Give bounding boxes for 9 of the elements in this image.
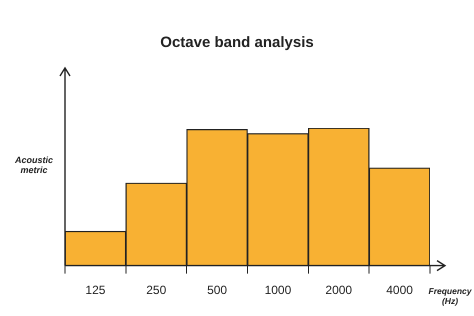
x-tick-label: 2000 [325, 283, 352, 298]
y-axis-title: Acoustic metric [14, 155, 54, 175]
x-tick-label: 500 [207, 283, 228, 298]
x-tick-label: 125 [85, 283, 106, 298]
x-tick-label: 250 [146, 283, 167, 298]
chart-title: Octave band analysis [159, 34, 315, 51]
x-axis-title: Frequency (Hz) [428, 286, 472, 306]
x-tick-label: 4000 [386, 283, 414, 298]
x-tick-label: 1000 [264, 283, 292, 298]
